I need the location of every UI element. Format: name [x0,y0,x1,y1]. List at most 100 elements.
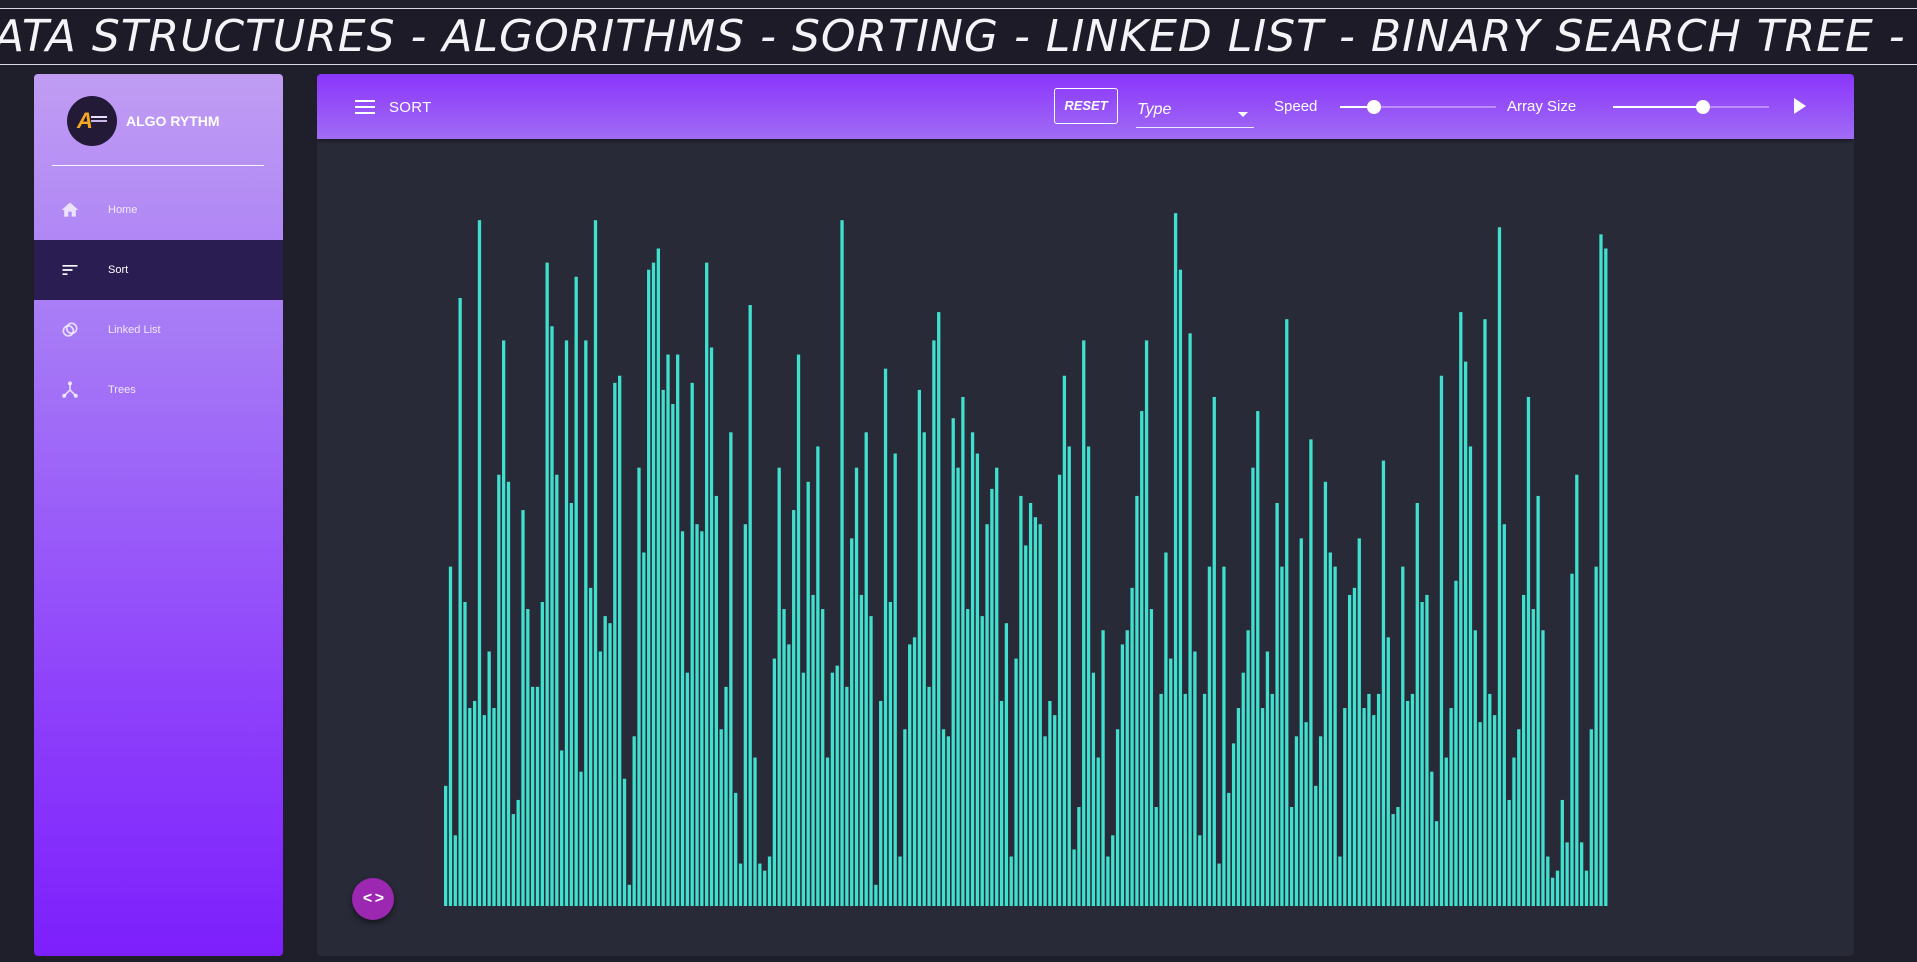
array-bar [748,305,752,906]
array-bar [961,396,965,906]
array-bar [1169,658,1173,906]
array-bar-chart [444,199,1609,906]
array-bar [956,467,960,906]
bar-chart-svg [444,213,1608,906]
array-bar [1565,842,1569,906]
array-bar [589,587,593,906]
array-bar [1497,227,1502,906]
array-bar [1188,333,1192,906]
reset-button[interactable]: RESET [1054,88,1118,124]
array-bar [1594,566,1598,906]
array-bar [1560,799,1564,906]
array-bar [753,757,757,906]
brand-logo: A [67,96,117,146]
array-bar [980,616,984,906]
array-bar [893,453,897,906]
sidebar-item-home[interactable]: Home [34,180,283,240]
array-bar [729,432,733,906]
menu-icon[interactable] [355,100,375,115]
array-size-slider-thumb[interactable] [1696,100,1711,114]
array-bar [1289,807,1294,906]
array-bar [622,778,627,906]
array-bar [1434,821,1439,906]
toolbar: SORT RESET Type Speed Array Size [317,74,1854,139]
array-bar [903,729,907,906]
array-bar [1570,573,1574,906]
array-bar [1096,757,1100,906]
array-bar [1367,693,1371,906]
array-bar [666,354,670,906]
array-bar [1053,715,1057,906]
array-bar [656,248,660,906]
array-bar [883,368,888,906]
array-bar [1115,729,1120,906]
array-bar [734,792,738,906]
array-bar [937,312,941,906]
array-bar [782,609,786,906]
array-bar [927,686,931,906]
speed-slider-thumb[interactable] [1367,100,1382,114]
array-bar [492,708,496,906]
array-bar [1207,566,1212,906]
array-bar [869,616,873,906]
array-bar [526,609,530,906]
array-bar [1227,792,1231,906]
array-bar [859,594,864,906]
sidebar-item-linked-list[interactable]: Linked List [34,300,283,360]
array-bar [864,432,868,906]
array-bar [1454,580,1458,906]
array-bar [661,389,665,906]
array-bar [1347,594,1352,906]
array-bar [458,297,462,906]
array-bar [1202,693,1207,906]
sidebar-item-trees[interactable]: Trees [34,360,283,420]
code-toggle-button[interactable]: < > [352,878,394,920]
array-bar [700,531,704,906]
array-bar [1459,312,1463,906]
sort-icon [60,260,80,280]
array-bar [709,347,714,906]
array-bar [1521,594,1526,906]
array-bar [603,616,607,906]
array-bar [1125,630,1129,906]
array-bar [1396,807,1400,906]
array-bar [1425,594,1429,906]
array-bar [1193,651,1197,906]
array-bar [1381,460,1386,906]
array-bar [835,665,839,906]
array-bar [1328,552,1332,906]
array-bar [1318,736,1323,906]
array-bar [1517,729,1521,906]
array-size-slider[interactable] [1613,100,1769,114]
array-bar [613,382,617,906]
array-bar [1275,503,1279,906]
array-bar [637,467,641,906]
array-bar [1531,609,1535,906]
array-bar [1468,446,1473,906]
array-bar [1546,856,1550,906]
type-select[interactable]: Type [1136,92,1254,128]
array-bar [932,340,936,906]
array-bar [908,644,912,906]
play-icon[interactable] [1794,98,1806,114]
array-bar [671,404,675,906]
page-title: SORT [389,99,432,116]
array-bar [695,524,699,906]
speed-slider[interactable] [1340,100,1496,114]
array-bar [477,220,482,906]
array-bar [1463,361,1468,906]
array-bar [1178,269,1183,906]
array-bar [1343,708,1347,906]
array-bar [453,835,457,906]
sidebar-item-label: Trees [108,384,136,396]
array-bar [1473,630,1477,906]
array-bar [1144,340,1149,906]
array-bar [1362,708,1366,906]
array-bar [1082,340,1086,906]
array-bar [1043,736,1047,906]
sidebar-item-sort[interactable]: Sort [34,240,283,300]
array-bar [1251,467,1255,906]
brand-divider [52,165,264,166]
array-bar [1294,736,1299,906]
array-bar [579,771,583,906]
